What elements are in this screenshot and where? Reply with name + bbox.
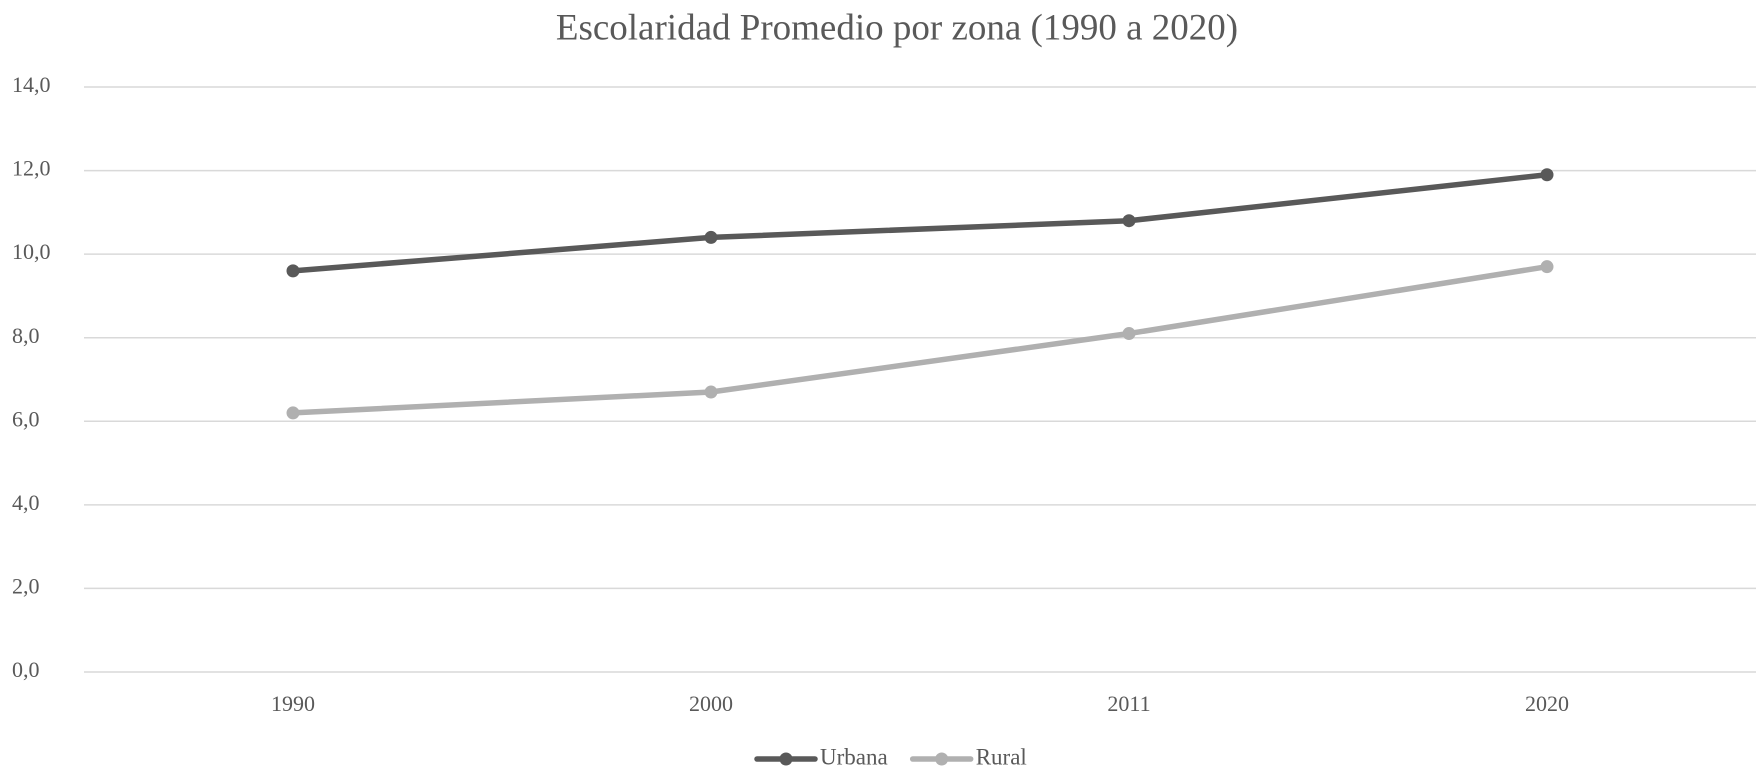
y-tick-label: 2,0: [12, 573, 40, 598]
chart-title: Escolaridad Promedio por zona (1990 a 20…: [556, 7, 1238, 48]
y-tick-label: 8,0: [12, 323, 40, 348]
series-line: [290, 263, 1550, 416]
point: [1540, 260, 1554, 274]
point: [704, 230, 718, 244]
legend-label: Rural: [976, 744, 1027, 769]
point: [704, 385, 718, 399]
y-tick-label: 0,0: [12, 657, 40, 682]
y-tick-label: 14,0: [12, 72, 51, 97]
x-tick-label: 1990: [271, 691, 315, 716]
point: [1122, 214, 1136, 228]
series-line: [290, 172, 1550, 274]
point: [286, 264, 300, 278]
legend-label: Urbana: [820, 744, 888, 769]
point: [286, 406, 300, 420]
y-tick-label: 12,0: [12, 156, 51, 181]
y-tick-label: 6,0: [12, 406, 40, 431]
legend-marker: [779, 752, 793, 766]
legend-marker: [935, 752, 949, 766]
x-tick-label: 2020: [1525, 691, 1569, 716]
x-tick-label: 2000: [689, 691, 733, 716]
y-tick-label: 4,0: [12, 490, 40, 515]
point: [1540, 168, 1554, 182]
y-tick-label: 10,0: [12, 239, 51, 264]
point: [1122, 327, 1136, 341]
x-tick-label: 2011: [1107, 691, 1150, 716]
